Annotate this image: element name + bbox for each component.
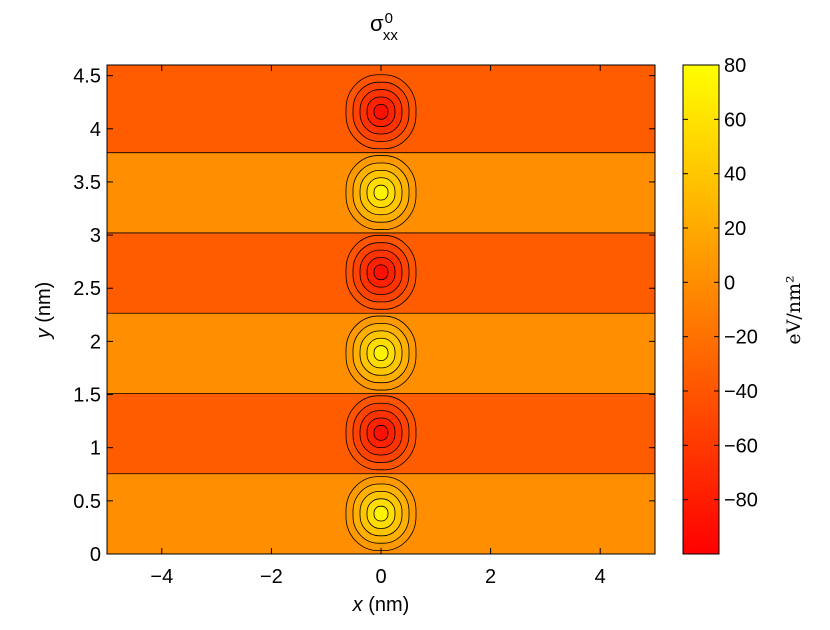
title-symbol: σ [370,11,384,36]
colorbar-tick-label: 40 [724,164,746,186]
contour-0-4 [373,505,389,522]
y-tick-label: 2 [90,331,101,353]
y-tick-label: 4.5 [73,66,101,88]
colorbar-tick-label: −20 [724,327,758,349]
x-axis-label: x (nm) [352,594,410,616]
title-subscript: xx [383,27,399,44]
colorbar-tick-label: −80 [724,490,758,512]
y-tick-label: 0.5 [73,491,101,513]
colorbar-axis: 80 60 40 20 0 −20 −40 −60 −80 [683,55,758,512]
y-tick-label: 2.5 [73,278,101,300]
x-axis: −4 −2 0 2 4 [150,65,606,588]
heatmap-contours [345,74,417,552]
colorbar-tick-label: −40 [724,381,758,403]
contour-5-4 [373,103,389,120]
y-axis: 0 0.5 1 1.5 2 2.5 3 3.5 4 4.5 [73,66,655,566]
colorbar-tick-label: 60 [724,109,746,131]
contour-4-4 [373,184,389,201]
x-tick-label: −2 [260,566,283,588]
y-tick-label: 1 [90,438,101,460]
colorbar [682,64,720,555]
title-superscript: 0 [385,10,393,27]
colorbar-tick-label: 20 [724,218,746,240]
y-tick-label: 3 [90,225,101,247]
contour-2-4 [373,345,389,361]
x-tick-label: 2 [485,566,496,588]
contour-3-4 [373,264,389,281]
chart-title: σ0 xx [370,10,398,44]
y-tick-label: 4 [90,119,101,141]
colorbar-tick-label: 0 [724,272,735,294]
y-axis-var: y [33,327,55,340]
y-tick-label: 1.5 [73,385,101,407]
y-axis-unit: (nm) [33,282,55,329]
contour-1-4 [373,425,389,441]
x-tick-label: 0 [375,566,386,588]
y-axis-label: y (nm) [33,282,55,341]
x-tick-label: 4 [595,566,606,588]
colorbar-label: eV/nm² [783,275,805,344]
y-tick-label: 0 [90,544,101,566]
colorbar-tick-label: 80 [724,55,746,77]
colorbar-tick-label: −60 [724,435,758,457]
x-axis-unit: (nm) [363,594,410,616]
y-tick-label: 3.5 [73,172,101,194]
x-tick-label: −4 [150,566,173,588]
x-axis-var: x [352,594,364,616]
